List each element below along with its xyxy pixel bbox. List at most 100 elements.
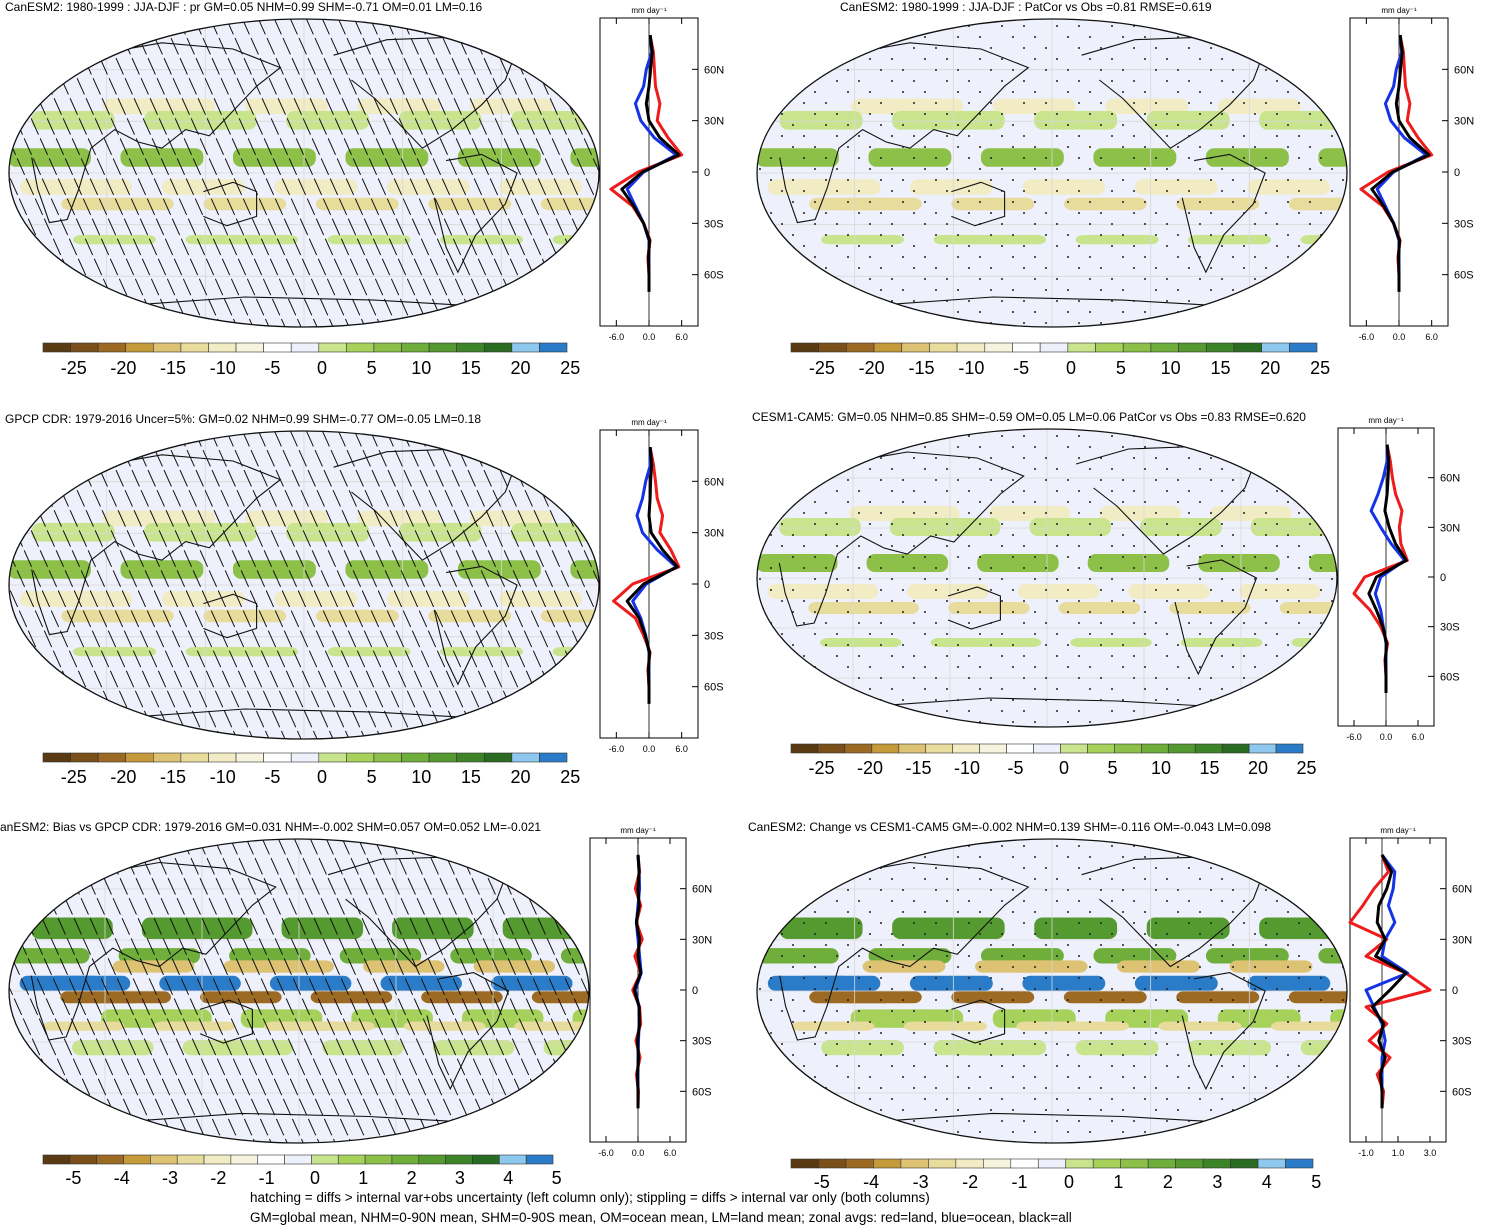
stipple-dot [759, 1076, 761, 1078]
stipple-dot [1309, 58, 1311, 60]
stipple-dot [1100, 677, 1102, 679]
colorbar-label: 5 [366, 358, 377, 378]
zonal-xtick-label: 3.0 [1424, 1148, 1437, 1158]
field-patch [779, 518, 861, 536]
stipple-dot [1089, 988, 1091, 990]
stipple-dot [1254, 523, 1256, 525]
zonal-ytick-label: 30N [1454, 116, 1474, 128]
field-patch [1176, 991, 1260, 1004]
stipple-dot [935, 179, 937, 181]
stipple-dot [1034, 223, 1036, 225]
stipple-dot [814, 911, 816, 913]
field-patch [909, 179, 993, 195]
stipple-dot [781, 1065, 783, 1067]
stipple-dot [1133, 867, 1135, 869]
colorbar [42, 342, 568, 353]
stipple-dot [1287, 534, 1289, 536]
stipple-dot [913, 545, 915, 547]
colorbar-label: -3 [912, 1172, 929, 1192]
stipple-dot [891, 688, 893, 690]
coastline [114, 296, 482, 307]
coastline [433, 565, 518, 686]
colorbar-swatch [125, 752, 154, 763]
stipple-dot [869, 1131, 871, 1133]
stipple-dot [902, 146, 904, 148]
hatch-line [465, 19, 599, 327]
stipple-dot [891, 1043, 893, 1045]
stipple-dot [1023, 1087, 1025, 1089]
stipple-dot [1078, 1032, 1080, 1034]
stipple-dot [847, 124, 849, 126]
stipple-dot [1045, 589, 1047, 591]
zonal-ytick-label: 30N [1452, 934, 1472, 946]
field-patch [980, 948, 1064, 964]
stipple-dot [1056, 80, 1058, 82]
stipple-dot [1276, 1043, 1278, 1045]
field-patch [1128, 584, 1210, 599]
stipple-dot [770, 534, 772, 536]
stipple-dot [1045, 1109, 1047, 1111]
stipple-dot [825, 512, 827, 514]
stipple-dot [979, 1043, 981, 1045]
coastline [426, 972, 510, 1091]
stipple-dot [814, 1098, 816, 1100]
field-patch [61, 609, 145, 623]
stipple-dot [1122, 179, 1124, 181]
colorbar-swatch [180, 342, 209, 353]
stipple-dot [1265, 977, 1267, 979]
field-patch [757, 148, 839, 167]
stipple-dot [869, 523, 871, 525]
colorbar-swatch [1150, 342, 1179, 353]
stipple-dot [1199, 633, 1201, 635]
stipple-dot [913, 25, 915, 27]
stipple-dot [902, 911, 904, 913]
stipple-dot [792, 36, 794, 38]
stipple-dot [803, 435, 805, 437]
stipple-dot [1034, 988, 1036, 990]
stipple-dot [1199, 666, 1201, 668]
stipple-dot [1342, 1021, 1344, 1023]
colorbar-swatch [180, 752, 209, 763]
stipple-dot [990, 102, 992, 104]
colorbar-label: 5 [1311, 1172, 1322, 1192]
stipple-dot [803, 600, 805, 602]
stipple-dot [1078, 435, 1080, 437]
stipple-dot [1111, 988, 1113, 990]
field-patch [975, 960, 1058, 973]
field-patch [868, 148, 952, 167]
stipple-dot [1111, 223, 1113, 225]
stipple-dot [1111, 1065, 1113, 1067]
stipple-dot [1276, 523, 1278, 525]
stipple-dot [1298, 655, 1300, 657]
colorbar-label: 15 [460, 767, 481, 787]
stipple-dot [1320, 589, 1322, 591]
zonal-xtick-label: 0.0 [632, 1148, 645, 1158]
stipple-dot [1144, 278, 1146, 280]
stipple-dot [1254, 223, 1256, 225]
stipple-dot [1298, 245, 1300, 247]
stipple-dot [836, 523, 838, 525]
stipple-dot [1188, 1065, 1190, 1067]
stipple-dot [759, 611, 761, 613]
stipple-dot [990, 212, 992, 214]
stipple-dot [957, 289, 959, 291]
stipple-dot [968, 1032, 970, 1034]
stipple-dot [1166, 435, 1168, 437]
colorbar-swatch [318, 342, 347, 353]
stipple-dot [1265, 699, 1267, 701]
stipple-dot [836, 1065, 838, 1067]
stipple-dot [759, 468, 761, 470]
stipple-dot [1012, 479, 1014, 481]
zonal-line-all [1367, 444, 1408, 693]
field-patch [889, 518, 972, 536]
stipple-dot [1144, 633, 1146, 635]
stipple-dot [1001, 58, 1003, 60]
colorbar-swatch [346, 752, 375, 763]
stipple-dot [924, 578, 926, 580]
stipple-dot [1188, 655, 1190, 657]
stipple-dot [924, 1043, 926, 1045]
field-patch [9, 560, 91, 579]
stipple-dot [814, 856, 816, 858]
stipple-dot [968, 655, 970, 657]
stipple-dot [759, 721, 761, 723]
